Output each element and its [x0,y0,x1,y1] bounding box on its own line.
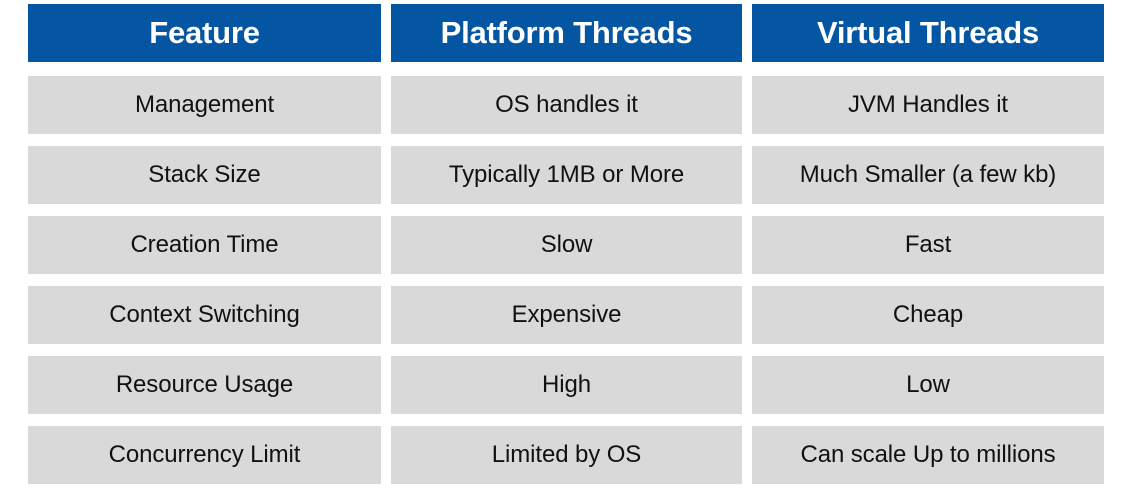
cell-virtual-threads: JVM Handles it [752,76,1104,134]
cell-feature: Stack Size [28,146,381,204]
cell-virtual-threads: Low [752,356,1104,414]
cell-platform-threads: Limited by OS [391,426,742,484]
table-row: Resource Usage High Low [28,356,1104,414]
column-header-virtual-threads: Virtual Threads [752,4,1104,62]
cell-platform-threads: Expensive [391,286,742,344]
cell-platform-threads: Slow [391,216,742,274]
table-row: Management OS handles it JVM Handles it [28,76,1104,134]
table-row: Context Switching Expensive Cheap [28,286,1104,344]
cell-platform-threads: OS handles it [391,76,742,134]
table-row: Creation Time Slow Fast [28,216,1104,274]
cell-platform-threads: High [391,356,742,414]
comparison-table: Feature Platform Threads Virtual Threads… [28,4,1104,492]
table-row: Concurrency Limit Limited by OS Can scal… [28,426,1104,484]
cell-platform-threads: Typically 1MB or More [391,146,742,204]
column-header-feature: Feature [28,4,381,62]
cell-virtual-threads: Can scale Up to millions [752,426,1104,484]
cell-virtual-threads: Fast [752,216,1104,274]
cell-virtual-threads: Cheap [752,286,1104,344]
column-header-platform-threads: Platform Threads [391,4,742,62]
table-row: Stack Size Typically 1MB or More Much Sm… [28,146,1104,204]
cell-feature: Concurrency Limit [28,426,381,484]
cell-feature: Resource Usage [28,356,381,414]
cell-feature: Creation Time [28,216,381,274]
cell-feature: Context Switching [28,286,381,344]
cell-feature: Management [28,76,381,134]
table-header-row: Feature Platform Threads Virtual Threads [28,4,1104,62]
cell-virtual-threads: Much Smaller (a few kb) [752,146,1104,204]
